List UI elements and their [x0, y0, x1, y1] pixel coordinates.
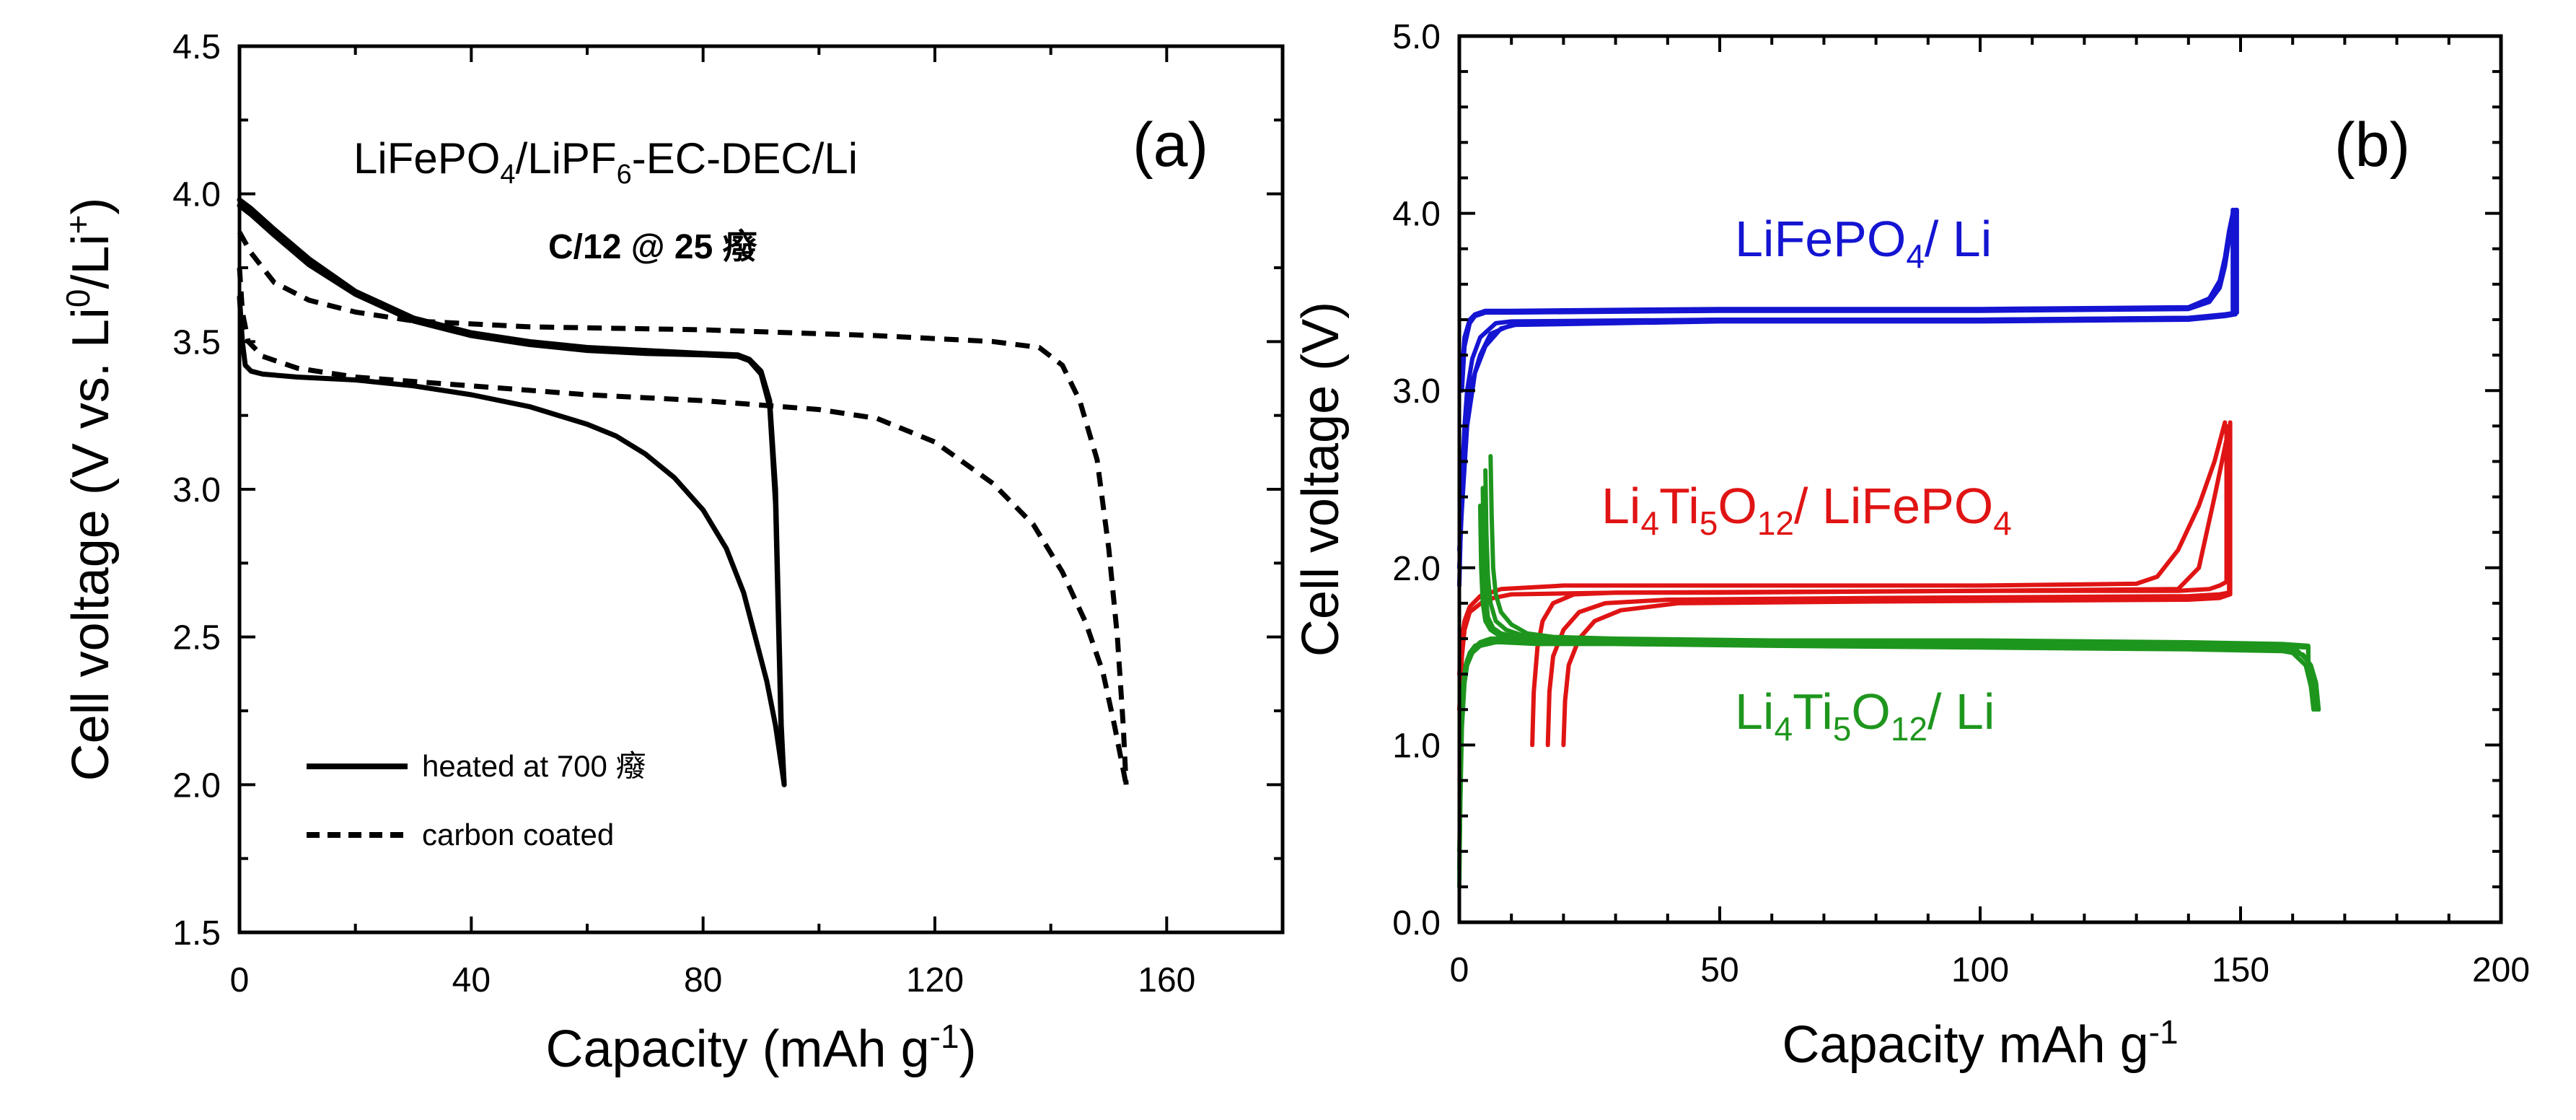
panel-b-ticks: 0 50 100 150 200 0.0 1.0 2.0 3.0 4.0 5.0: [1392, 18, 2530, 989]
panel-b-series-group: [1457, 207, 2321, 889]
panel-a-curve-carbon-coated-2: [237, 267, 1129, 785]
panel-b-curve-li4ti5o12-li-1: [1457, 640, 2321, 889]
panel-a-title: LiFePO4/LiPF6-EC-DEC/Li: [353, 134, 858, 190]
panel-a: 0 40 80 120 160 1.5 2.0 2.5 3.0 3.5 4.0 4.5 (a) LiF…: [59, 28, 1285, 1078]
panel-a-y-tick-label: 3.5: [172, 323, 221, 362]
panel-a-y-tick-label: 2.5: [172, 619, 221, 657]
panel-a-curve-heated-at-700-3: [237, 203, 787, 787]
panel-b-y-tick-label: 5.0: [1392, 18, 1441, 56]
panel-a-subtitle: C/12 @ 25 癈: [548, 228, 758, 266]
panel-a-y-tick-label: 3.0: [172, 471, 221, 509]
panel-a-y-tick-label: 4.5: [172, 28, 221, 66]
panel-b-x-tick-label: 150: [2212, 951, 2269, 989]
panel-a-x-tick-label: 40: [452, 961, 491, 999]
panel-b-curve-li4ti5o12-li-7: [1477, 503, 2311, 673]
panel-b: 0 50 100 150 200 0.0 1.0 2.0 3.0 4.0 5.0 (b) LiFeP…: [1292, 18, 2530, 1074]
panel-b-x-tick-label: 200: [2472, 951, 2530, 989]
panel-a-curve-heated-at-700-2: [237, 294, 787, 787]
panel-b-y-tick-label: 2.0: [1392, 550, 1441, 588]
panel-a-y-axis-title: Cell voltage (V vs. Li0/Li+): [59, 198, 120, 782]
panel-a-x-tick-label: 0: [230, 961, 250, 999]
panel-a-y-tick-label: 4.0: [172, 176, 221, 214]
panel-a-y-tick-label: 1.5: [172, 914, 221, 953]
series-label-lto-li: Li4Ti5O12/ Li: [1735, 683, 1995, 748]
panel-b-y-tick-label: 1.0: [1392, 727, 1441, 765]
panel-b-x-tick-label: 0: [1450, 951, 1469, 989]
panel-a-y-tick-label: 2.0: [172, 766, 221, 805]
series-label-lto-lifepo4: Li4Ti5O12/ LiFePO4: [1601, 478, 2012, 542]
panel-b-y-axis-title: Cell voltage (V): [1292, 302, 1350, 657]
panel-b-curve-li4ti5o12-li-3: [1457, 638, 2316, 854]
panel-b-curve-li4ti5o12-li-2: [1457, 636, 2318, 872]
panel-b-x-tick-label: 100: [1951, 951, 2009, 989]
panel-a-series-group: [237, 197, 1129, 787]
panel-a-x-axis-title: Capacity (mAh g-1): [545, 1018, 976, 1078]
panel-b-y-tick-label: 4.0: [1392, 196, 1441, 234]
panel-b-x-tick-label: 50: [1700, 951, 1738, 989]
panel-a-x-tick-label: 160: [1138, 961, 1195, 999]
panel-b-curve-li4ti5o12-lifepo4-3: [1545, 424, 2232, 748]
panel-a-x-tick-label: 80: [684, 961, 722, 999]
panel-b-label: (b): [2334, 110, 2410, 180]
panel-b-x-axis-title: Capacity mAh g-1: [1782, 1013, 2178, 1074]
legend-label-carbon: carbon coated: [422, 818, 614, 852]
panel-a-legend: heated at 700 癈 carbon coated: [307, 749, 646, 852]
panel-b-curve-li4ti5o12-lifepo4-5: [1457, 432, 2230, 712]
panel-b-curve-lifepo4-li-2: [1459, 211, 2236, 393]
panel-b-y-tick-label: 3.0: [1392, 372, 1441, 411]
legend-label-heated: heated at 700 癈: [422, 749, 646, 783]
panel-a-x-tick-label: 120: [906, 961, 964, 999]
panel-b-curve-li4ti5o12-lifepo4-4: [1561, 420, 2233, 748]
panel-a-ticks: 0 40 80 120 160 1.5 2.0 2.5 3.0 3.5 4.0 4.5: [172, 28, 1284, 999]
panel-a-label: (a): [1133, 110, 1208, 180]
panel-a-curve-carbon-coated-1: [237, 231, 1129, 785]
panel-a-curve-heated-at-700-1: [237, 197, 787, 787]
panel-b-curve-lifepo4-li-5: [1457, 207, 2239, 553]
panel-b-y-tick-label: 0.0: [1392, 904, 1441, 942]
series-label-lifepo4-li: LiFePO4/ Li: [1735, 211, 1992, 275]
